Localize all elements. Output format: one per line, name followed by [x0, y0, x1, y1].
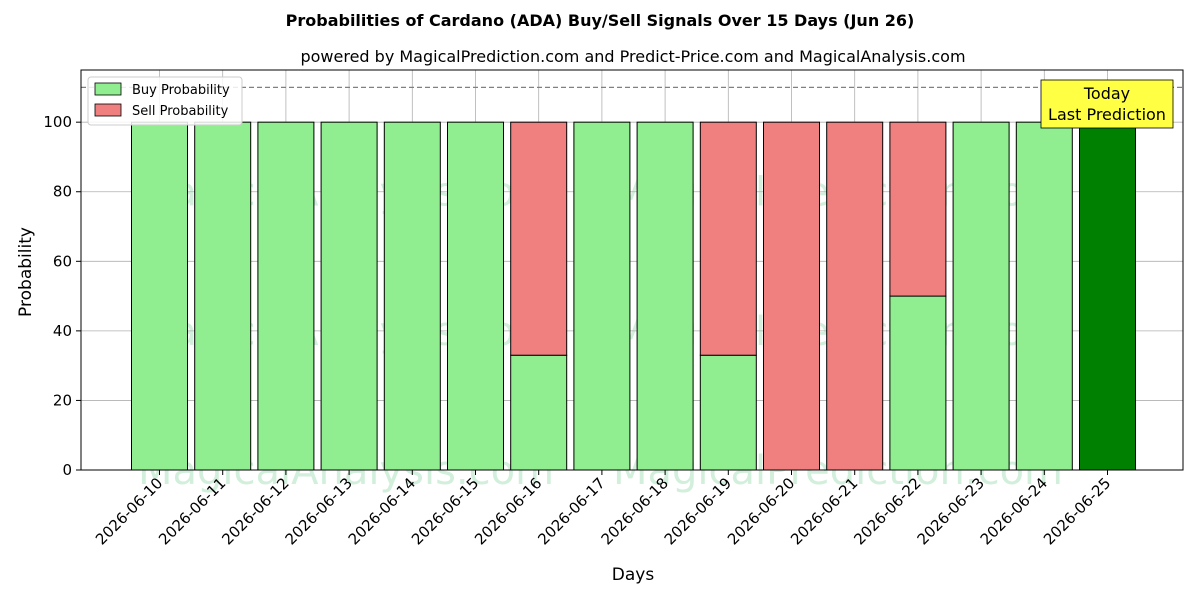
- bar-buy: [131, 121, 188, 471]
- bar-sell: [889, 121, 947, 297]
- y-tick-label: 40: [53, 322, 72, 340]
- chart-subtitle: powered by MagicalPrediction.com and Pre…: [300, 47, 965, 66]
- bar-sell: [826, 121, 884, 471]
- annotation-box: [1040, 79, 1174, 129]
- legend-swatch-sell: [94, 103, 122, 117]
- bar-buy: [889, 295, 947, 471]
- bar-buy: [573, 121, 631, 471]
- y-tick-label: 20: [53, 391, 72, 409]
- legend-swatch-buy: [94, 82, 122, 96]
- bar-buy: [320, 121, 378, 471]
- chart-title: Probabilities of Cardano (ADA) Buy/Sell …: [286, 11, 915, 30]
- bar-buy: [194, 121, 252, 471]
- legend: Buy Probability Sell Probability: [87, 76, 243, 126]
- bar-buy: [952, 121, 1010, 471]
- y-tick-label: 80: [53, 183, 72, 201]
- bar-sell: [699, 121, 757, 356]
- bar-buy: [447, 121, 504, 471]
- today-annotation: Today Last Prediction: [1040, 79, 1174, 129]
- legend-label-sell: Sell Probability: [132, 104, 229, 119]
- y-axis: 0 20 40 60 80 100: [43, 113, 81, 479]
- y-axis-label: Probability: [16, 227, 36, 317]
- y-tick-label: 100: [43, 113, 72, 131]
- annotation-line1: Today: [1083, 84, 1130, 103]
- bar-buy: [1015, 121, 1073, 471]
- bar-buy: [383, 121, 441, 471]
- y-tick-label: 60: [53, 252, 72, 270]
- legend-box: [87, 76, 243, 126]
- plot-frame: [80, 69, 1184, 471]
- bar-buy: [257, 121, 315, 471]
- bar-buy: [636, 121, 694, 471]
- bars: [131, 121, 1136, 471]
- legend-label-buy: Buy Probability: [132, 83, 230, 98]
- x-axis-label: Days: [612, 565, 655, 585]
- bar-sell: [510, 121, 568, 356]
- bar-sell: [763, 121, 820, 471]
- bar-buy: [1079, 121, 1136, 471]
- x-tick-label: 2026-06-10: [92, 474, 166, 548]
- y-tick-label: 0: [62, 461, 72, 479]
- bar-buy: [699, 354, 757, 471]
- annotation-line2: Last Prediction: [1048, 105, 1166, 124]
- bar-buy: [510, 354, 568, 471]
